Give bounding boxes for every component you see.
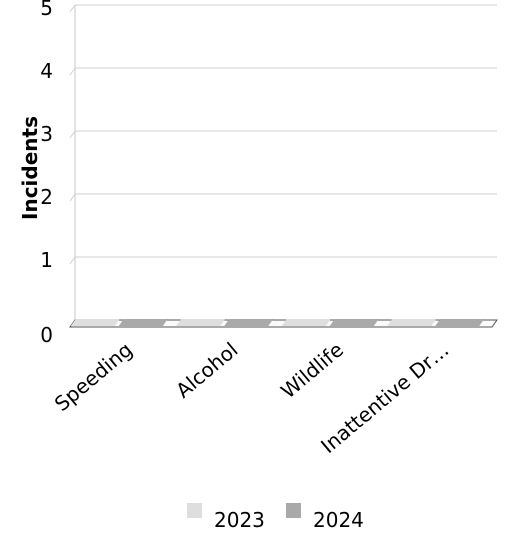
bars-layer — [70, 319, 485, 326]
y-tick-label: 0 — [40, 323, 53, 347]
bar-2023-0 — [70, 319, 120, 326]
gridline-depth — [69, 130, 76, 139]
legend-label-2023: 2023 — [214, 508, 265, 532]
gridline-depth — [69, 193, 76, 202]
x-category-label: Speeding — [50, 337, 137, 416]
gridline-depth — [69, 256, 76, 265]
legend: 2023 2024 — [187, 503, 364, 532]
y-tick-label: 4 — [40, 59, 53, 83]
bar-2024-1 — [224, 319, 274, 326]
bar-2023-2 — [281, 319, 331, 326]
bar-2024-3 — [435, 319, 485, 326]
grid-layer — [69, 4, 497, 320]
gridline-depth — [69, 4, 76, 13]
bar-2024-0 — [118, 319, 168, 326]
y-axis-title: Incidents — [18, 116, 42, 220]
y-tick-label: 5 — [40, 0, 53, 20]
bar-2024-2 — [329, 319, 379, 326]
bar-2023-3 — [387, 319, 437, 326]
legend-swatch-2023 — [187, 503, 202, 518]
y-tick-label: 2 — [40, 185, 53, 209]
y-axis-ticks: 0 1 2 3 4 5 — [40, 0, 53, 347]
legend-label-2024: 2024 — [313, 508, 364, 532]
legend-swatch-2024 — [286, 503, 301, 518]
y-tick-label: 3 — [40, 122, 53, 146]
x-category-label: Wildlife — [276, 337, 348, 403]
gridline-depth — [69, 67, 76, 76]
bar-2023-1 — [176, 319, 226, 326]
y-tick-label: 1 — [40, 248, 53, 272]
x-category-label: Alcohol — [171, 337, 242, 402]
